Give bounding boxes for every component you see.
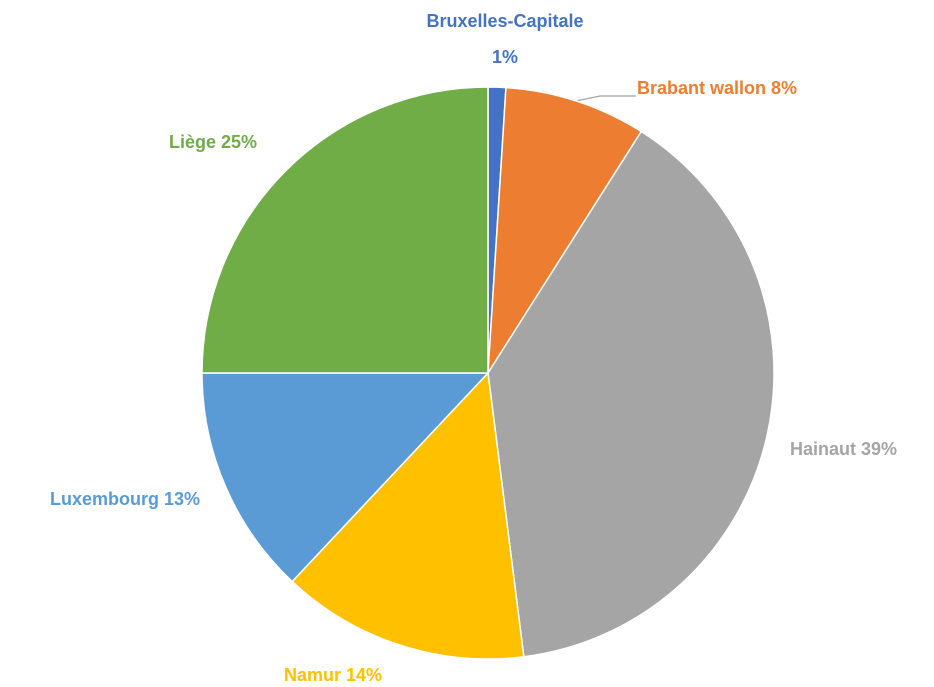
pie-slice xyxy=(201,372,490,583)
data-label: Brabant wallon 8% xyxy=(637,78,797,98)
label-value: 14% xyxy=(346,665,382,685)
label-value: 25% xyxy=(221,132,257,152)
data-label: Bruxelles-Capitale 1% xyxy=(426,11,583,67)
pie-slice xyxy=(487,86,643,374)
pie-slice xyxy=(487,130,775,658)
pie-slice xyxy=(201,86,489,374)
label-category: Hainaut xyxy=(790,439,856,459)
label-value: 13% xyxy=(164,489,200,509)
label-value: 1% xyxy=(492,47,518,67)
label-category: Luxembourg xyxy=(50,489,159,509)
label-category: Liège xyxy=(169,132,216,152)
data-label: Namur 14% xyxy=(284,665,382,685)
pie-slice xyxy=(291,371,525,660)
label-category: Brabant wallon xyxy=(637,78,766,98)
label-value: 8% xyxy=(771,78,797,98)
label-category: Bruxelles-Capitale xyxy=(426,11,583,31)
data-label: Hainaut 39% xyxy=(790,439,897,459)
data-label: Luxembourg 13% xyxy=(50,489,200,509)
label-value: 39% xyxy=(861,439,897,459)
leader-line xyxy=(575,95,636,102)
data-label: Liège 25% xyxy=(169,132,257,152)
label-category: Namur xyxy=(284,665,341,685)
